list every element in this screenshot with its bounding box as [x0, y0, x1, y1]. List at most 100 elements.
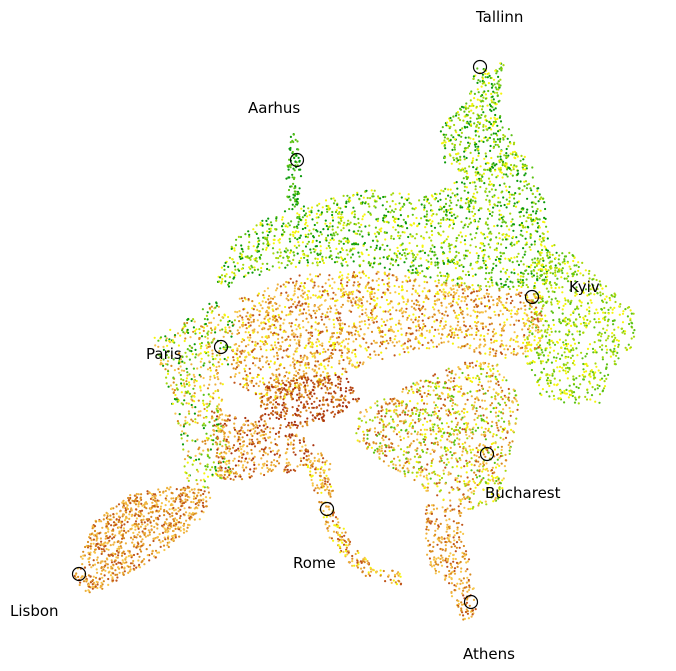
density-dot — [583, 324, 586, 327]
density-dot — [321, 342, 324, 345]
density-dot — [261, 262, 264, 265]
density-dot — [464, 297, 467, 300]
density-dot — [287, 281, 290, 284]
density-dot — [351, 243, 354, 246]
density-dot — [323, 365, 326, 368]
density-dot — [508, 193, 511, 196]
density-dot — [439, 218, 443, 221]
density-dot — [382, 256, 385, 259]
density-dot — [425, 259, 428, 262]
density-dot — [220, 274, 224, 277]
density-dot — [605, 351, 608, 354]
density-dot — [567, 342, 570, 346]
density-dot — [305, 344, 308, 347]
density-dot — [478, 173, 481, 176]
density-dot — [587, 322, 590, 325]
density-dot — [477, 171, 480, 174]
density-dot — [389, 300, 393, 303]
density-dot — [289, 233, 292, 236]
density-dot — [495, 264, 498, 267]
density-dot — [395, 252, 398, 255]
density-dot — [525, 220, 528, 223]
density-dot — [326, 311, 329, 314]
density-dot — [545, 379, 549, 382]
density-dot — [313, 375, 316, 378]
density-dot — [542, 259, 545, 262]
density-dot — [460, 331, 463, 334]
density-dot — [355, 366, 358, 369]
density-dot — [276, 287, 279, 290]
density-dot — [491, 165, 494, 168]
density-dot — [320, 387, 323, 390]
density-dot — [494, 354, 497, 358]
density-dot — [277, 367, 280, 370]
density-dot — [259, 304, 262, 307]
density-dot — [383, 272, 386, 275]
density-dot — [364, 225, 367, 228]
density-dot — [298, 388, 301, 391]
density-dot — [477, 152, 480, 155]
density-dot — [575, 273, 579, 276]
density-dot — [539, 268, 542, 271]
density-dot — [297, 301, 300, 304]
density-dot — [576, 354, 579, 357]
density-dot — [390, 237, 393, 240]
density-dot — [576, 305, 579, 308]
density-dot — [599, 371, 602, 374]
density-dot — [499, 170, 502, 173]
density-dot — [578, 315, 582, 319]
density-dot — [267, 413, 270, 416]
density-dot — [375, 279, 378, 282]
density-dot — [496, 82, 499, 85]
density-dot — [508, 235, 511, 238]
density-dot — [531, 192, 534, 195]
density-dot — [591, 278, 594, 281]
density-dot — [358, 315, 361, 318]
density-dot — [560, 346, 563, 349]
density-dot — [488, 347, 491, 350]
density-dot — [327, 379, 330, 382]
density-dot — [539, 209, 542, 212]
density-dot — [512, 193, 516, 196]
density-dot — [376, 231, 379, 234]
density-dot — [475, 158, 478, 161]
density-dot — [306, 356, 309, 359]
density-dot — [391, 209, 394, 212]
density-dot — [290, 305, 293, 308]
density-dot — [423, 314, 426, 317]
density-dot — [380, 227, 383, 230]
density-dot — [532, 218, 535, 221]
density-dot — [420, 264, 423, 267]
density-dot — [437, 343, 441, 346]
density-dot — [550, 303, 553, 306]
density-dot — [325, 208, 329, 211]
density-dot — [331, 277, 334, 280]
density-dot — [336, 226, 339, 229]
density-dot — [399, 214, 402, 217]
density-dot — [465, 121, 468, 125]
density-dot — [284, 305, 287, 309]
density-dot — [271, 304, 274, 307]
density-dot — [506, 168, 509, 171]
density-dot — [405, 332, 408, 335]
density-dot — [526, 355, 529, 358]
density-dot — [461, 288, 464, 291]
density-dot — [340, 344, 343, 348]
density-dot — [489, 316, 492, 319]
density-dot — [584, 288, 588, 291]
density-dot — [463, 189, 466, 192]
density-dot — [460, 277, 463, 280]
density-dot — [425, 210, 428, 213]
density-dot — [519, 301, 522, 304]
density-dot — [369, 213, 372, 216]
density-dot — [600, 335, 603, 338]
density-dot — [238, 344, 241, 348]
density-dot — [377, 277, 380, 280]
density-dot — [224, 280, 227, 283]
density-dot — [480, 113, 483, 117]
density-dot — [469, 264, 472, 267]
density-dot — [503, 154, 506, 157]
density-dot — [467, 199, 470, 203]
density-dot — [559, 357, 562, 360]
density-dot — [351, 364, 355, 367]
